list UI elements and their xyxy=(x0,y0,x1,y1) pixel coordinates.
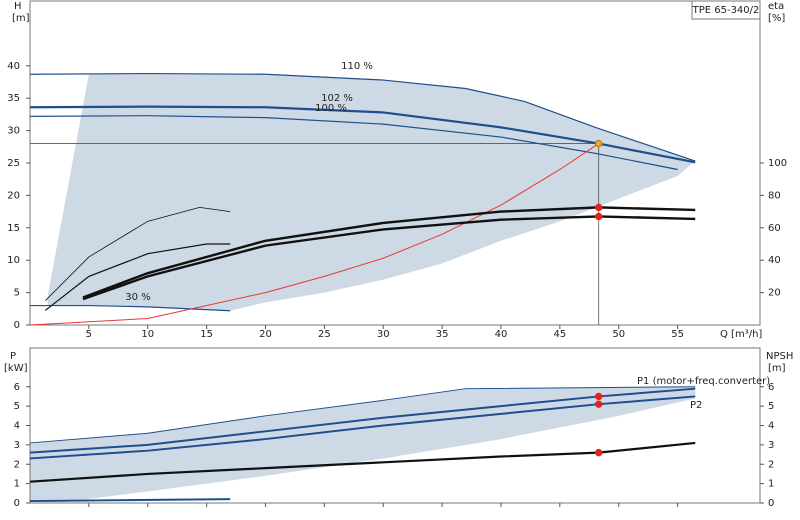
x-tick-label: 25 xyxy=(318,329,331,340)
y-tick-label: 0 xyxy=(14,498,20,509)
x-tick-label: 55 xyxy=(671,329,684,340)
y2-axis-label: NPSH xyxy=(766,351,793,362)
y-tick-label: 5 xyxy=(14,288,20,299)
y2-tick-label: 0 xyxy=(768,498,774,509)
y2-tick-label: 1 xyxy=(768,479,774,490)
y-tick-label: 15 xyxy=(7,223,20,234)
curve-label: P2 xyxy=(690,400,702,411)
curve xyxy=(29,143,599,326)
y2-tick-label: 20 xyxy=(768,288,781,299)
y-axis-unit: [kW] xyxy=(4,363,28,374)
x-axis-label: Q [m³/h] xyxy=(720,329,762,340)
curve xyxy=(29,115,678,171)
y2-tick-label: 2 xyxy=(768,459,774,470)
y2-tick-label: 40 xyxy=(768,255,781,266)
y-tick-label: 40 xyxy=(7,61,20,72)
y-axis-label: P xyxy=(10,351,16,362)
y-tick-label: 30 xyxy=(7,126,20,137)
x-tick-label: 15 xyxy=(200,329,213,340)
x-tick-label: 5 xyxy=(86,329,92,340)
y-tick-label: 2 xyxy=(14,459,20,470)
y-tick-label: 6 xyxy=(14,382,20,393)
curve xyxy=(29,386,696,444)
curve-label: 110 % xyxy=(341,61,373,72)
duty-point xyxy=(594,212,603,221)
x-tick-label: 20 xyxy=(259,329,272,340)
duty-point xyxy=(594,448,603,457)
y-tick-label: 35 xyxy=(7,93,20,104)
y-axis-label: H xyxy=(14,1,22,12)
y-tick-label: 3 xyxy=(14,440,20,451)
curve xyxy=(44,243,231,311)
operating-range xyxy=(30,386,696,503)
y2-tick-label: 80 xyxy=(768,190,781,201)
y-tick-label: 10 xyxy=(7,255,20,266)
curve-label: P1 (motor+freq.converter) xyxy=(637,376,770,387)
y-tick-label: 25 xyxy=(7,158,20,169)
x-tick-label: 35 xyxy=(436,329,449,340)
duty-point xyxy=(594,203,603,212)
title-box xyxy=(691,0,761,20)
y2-tick-label: 5 xyxy=(768,401,774,412)
y2-axis-unit: [%] xyxy=(768,13,785,24)
y2-tick-label: 4 xyxy=(768,421,774,432)
duty-point xyxy=(594,392,603,401)
y2-tick-label: 100 xyxy=(768,158,787,169)
curve xyxy=(45,206,231,301)
x-tick-label: 50 xyxy=(612,329,625,340)
y2-tick-label: 3 xyxy=(768,440,774,451)
y2-tick-label: 6 xyxy=(768,382,774,393)
y-tick-label: 4 xyxy=(14,421,20,432)
curve xyxy=(29,498,231,503)
y2-axis-unit: [m] xyxy=(768,363,786,374)
x-tick-label: 10 xyxy=(141,329,154,340)
y2-tick-label: 60 xyxy=(768,223,781,234)
y-tick-label: 0 xyxy=(14,320,20,331)
y-tick-label: 1 xyxy=(14,479,20,490)
curve-label: 102 % xyxy=(321,93,353,104)
curve-label: 100 % xyxy=(315,103,347,114)
y-axis-unit: [m] xyxy=(12,13,30,24)
curve xyxy=(29,72,696,162)
duty-point xyxy=(594,400,603,408)
y-tick-label: 20 xyxy=(7,190,20,201)
y-tick-label: 5 xyxy=(14,401,20,412)
x-tick-label: 40 xyxy=(495,329,508,340)
x-tick-label: 30 xyxy=(377,329,390,340)
curve xyxy=(30,304,231,312)
chart-title: TPE 65-340/2 xyxy=(692,5,760,16)
duty-point xyxy=(594,139,603,148)
y2-axis-label: eta xyxy=(768,1,784,12)
curve-label: 30 % xyxy=(125,292,150,303)
x-tick-label: 45 xyxy=(553,329,566,340)
